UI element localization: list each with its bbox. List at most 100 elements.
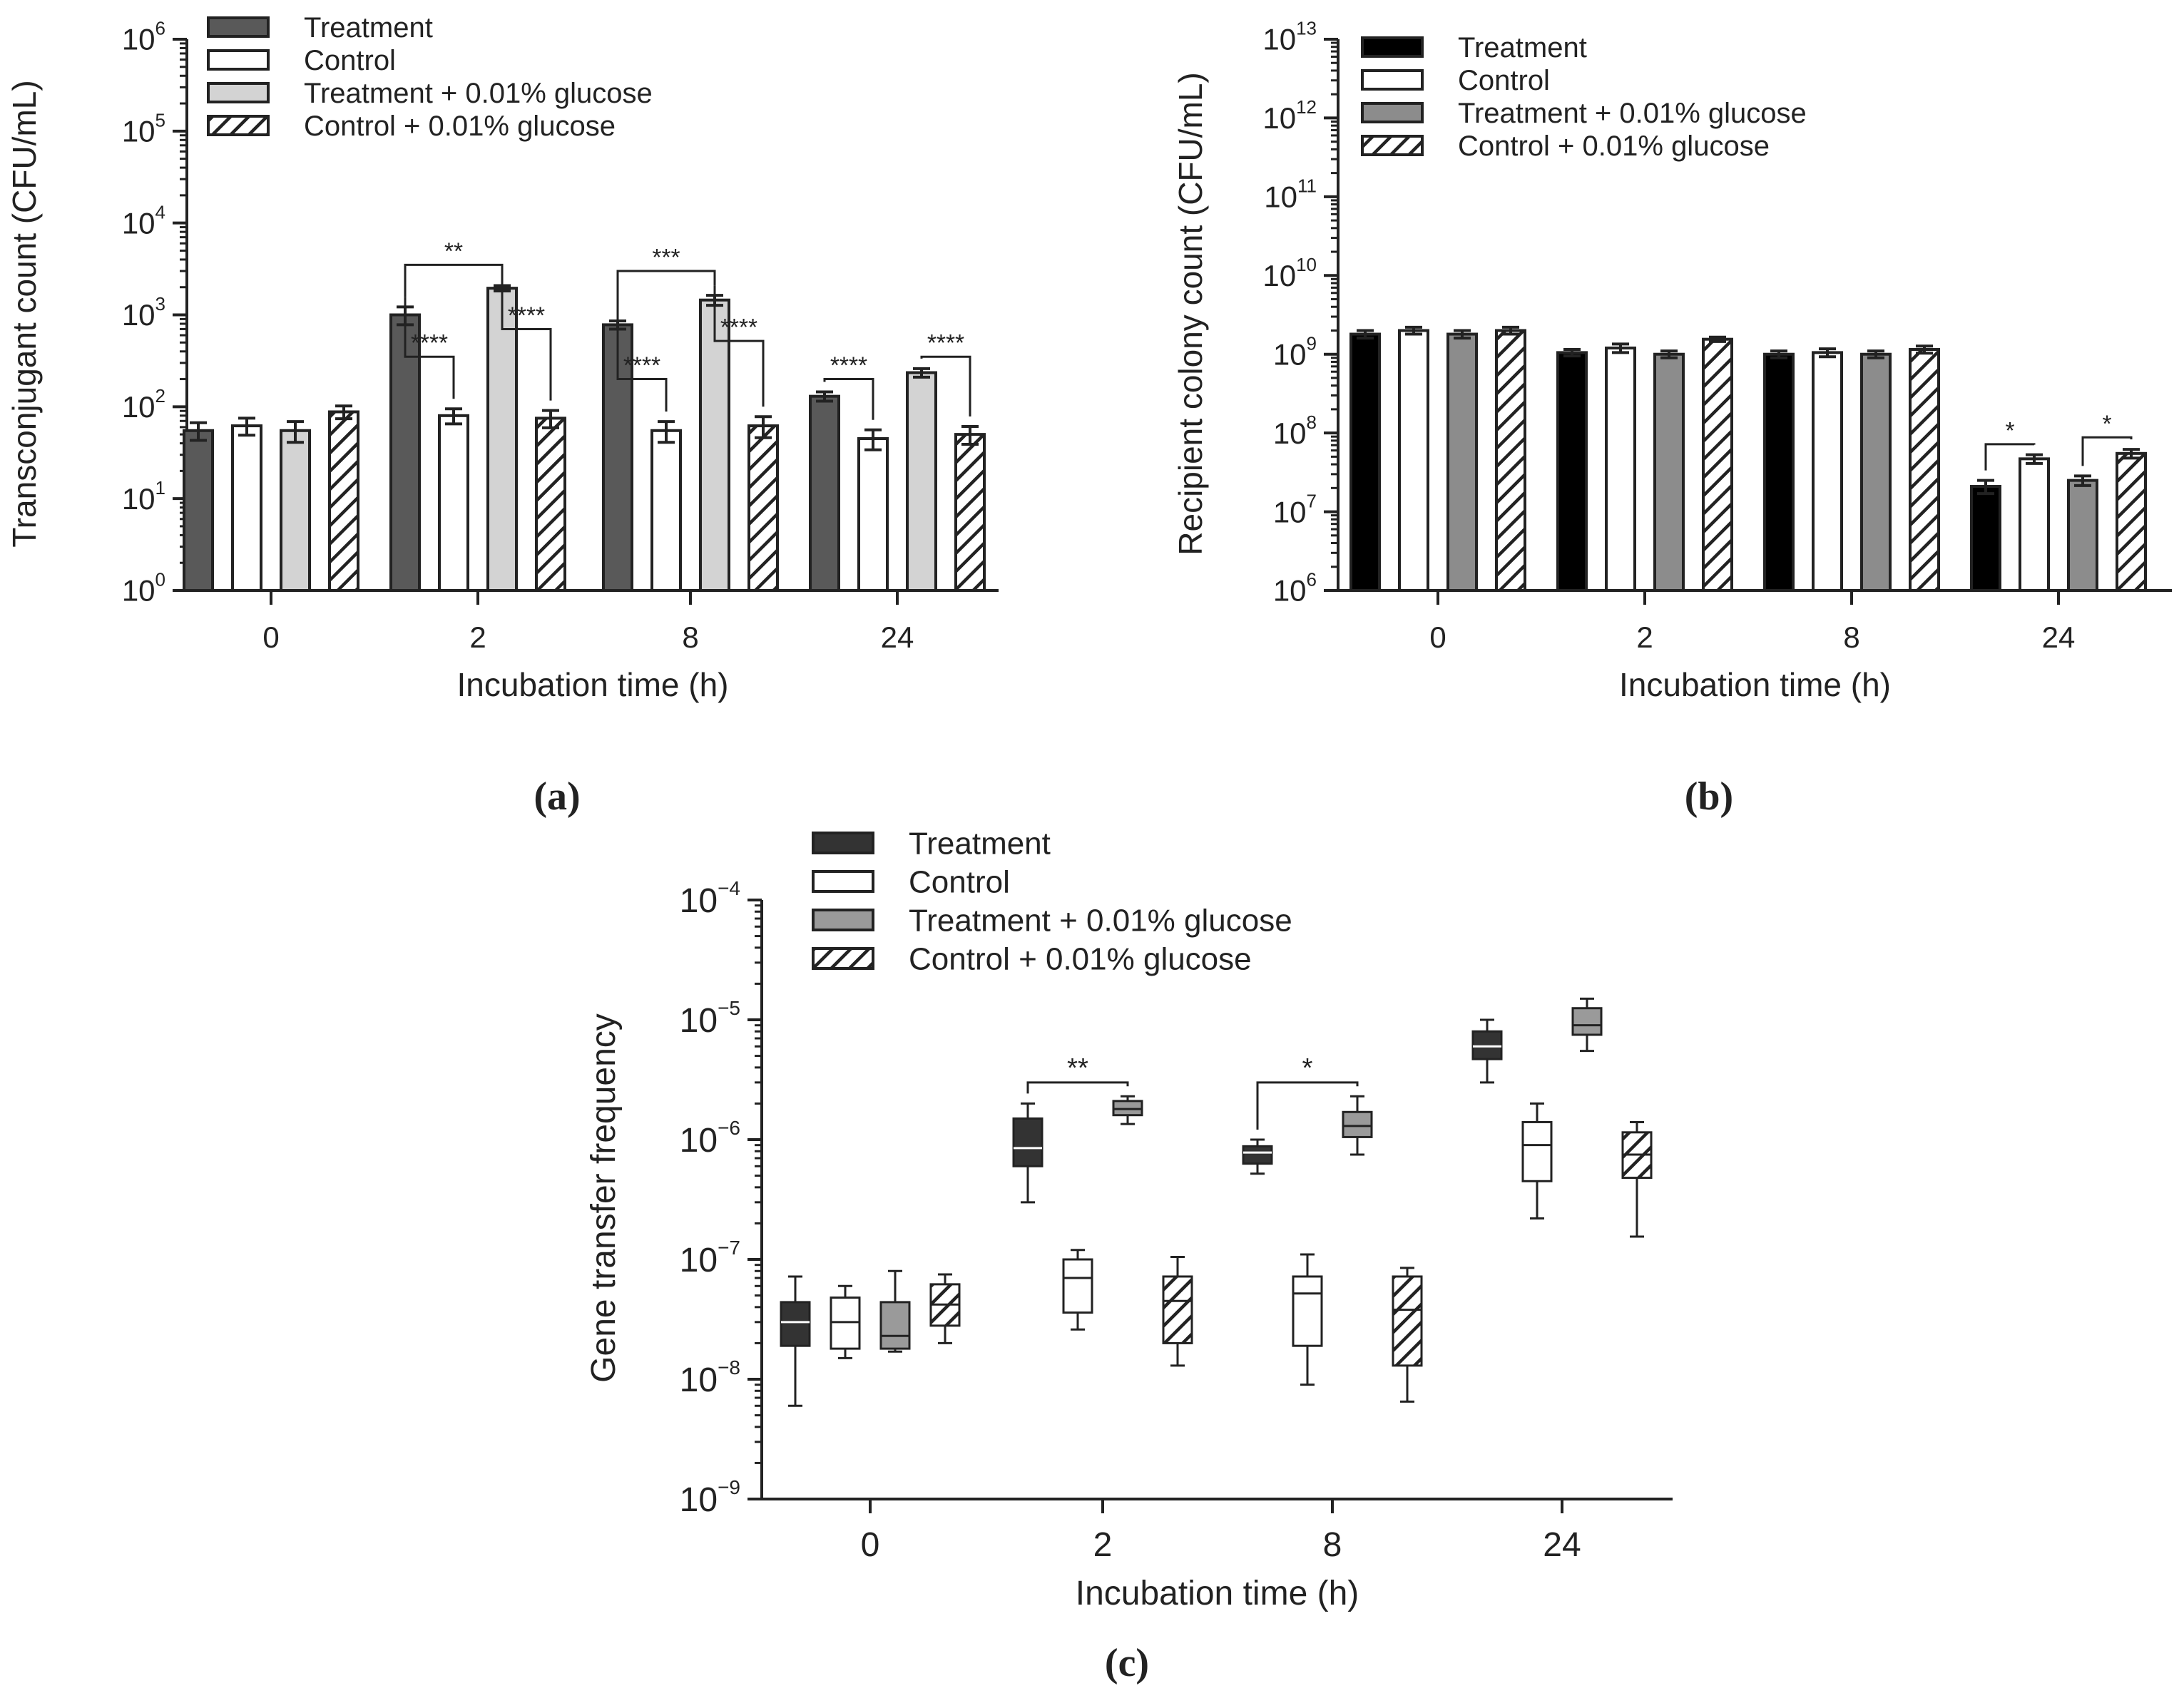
legend-label: Control + 0.01% glucose [304,111,616,142]
bar [1398,329,1429,592]
box [1392,1275,1423,1367]
bar [1605,346,1636,592]
significance-label: **** [927,330,964,357]
x-axis-title: Incubation time (h) [457,666,729,703]
legend-label: Control + 0.01% glucose [909,941,1252,976]
y-tick-label: 1012 [1262,96,1317,135]
y-tick-label: 1010 [1262,254,1317,292]
significance-bracket [920,355,971,416]
bar [857,437,889,592]
y-tick-label: 103 [122,293,165,332]
y-tick-label: 10−5 [680,997,740,1040]
legend-swatch [207,115,270,136]
y-tick-label: 104 [122,201,165,240]
bar [1812,351,1843,592]
legend-label: Treatment [909,826,1051,861]
y-tick-label: 10−9 [680,1476,740,1519]
significance-label: **** [508,302,545,329]
significance-bracket [1026,1081,1129,1094]
legend-label: Treatment + 0.01% glucose [304,78,653,109]
x-tick-label: 0 [861,1526,880,1564]
box [1012,1117,1043,1167]
box [1242,1145,1273,1165]
significance-bracket [501,275,552,401]
y-tick-label: 101 [122,477,165,516]
y-tick-label: 10−6 [680,1117,740,1160]
x-tick-label: 8 [1323,1526,1342,1564]
significance-label: * [2102,411,2111,437]
legend-label: Control [1458,65,1550,96]
legend-label: Control [909,864,1010,899]
y-tick-label: 106 [1273,569,1317,608]
legend-swatch [207,49,270,71]
y-axis-title: Gene transfer frequency [585,1013,623,1383]
significance-bracket [2081,436,2133,466]
box [780,1301,811,1347]
box [879,1301,911,1350]
significance-bracket [1984,443,2036,471]
bar [1653,352,1685,592]
legend-swatch [207,82,270,103]
bar [389,313,421,592]
legend-swatch [1361,135,1424,156]
bar [1702,337,1733,592]
bar [280,429,311,592]
bar [1970,484,2001,592]
x-tick-label: 24 [881,620,914,654]
significance-label: **** [830,353,867,379]
legend-label: Treatment + 0.01% glucose [909,903,1292,938]
legend-label: Treatment [304,12,433,44]
bar [747,424,779,592]
y-tick-label: 10−7 [680,1237,740,1279]
legend-swatch [1361,69,1424,91]
significance-label: ** [1067,1053,1088,1083]
y-tick-label: 106 [122,18,165,56]
legend-label: Treatment [1458,32,1587,63]
bar [2116,451,2147,592]
bar [438,414,469,593]
legend-label: Control [304,45,396,76]
y-tick-label: 107 [1273,490,1317,528]
significance-bracket [404,263,504,297]
bar [1349,332,1381,592]
bar [1909,348,1940,592]
y-axis-title: Recipient colony count (CFU/mL) [1172,72,1209,555]
legend-swatch [812,832,874,854]
significance-bracket [713,285,765,407]
x-tick-label: 0 [262,620,279,654]
panel-label: (c) [1105,1641,1149,1685]
y-tick-label: 109 [1273,332,1317,371]
x-tick-label: 24 [2042,620,2076,654]
significance-bracket [404,297,455,399]
x-tick-label: 24 [1543,1526,1581,1564]
panel-label: (a) [534,774,580,819]
y-tick-label: 100 [122,569,165,608]
x-axis-title: Incubation time (h) [1619,666,1891,703]
legend-label: Control + 0.01% glucose [1458,131,1770,162]
x-axis-title: Incubation time (h) [1076,1575,1359,1612]
bar [650,429,682,592]
bar [906,371,937,592]
significance-label: *** [652,245,680,271]
legend-label: Treatment + 0.01% glucose [1458,98,1807,129]
y-tick-label: 105 [122,110,165,148]
box [1342,1110,1373,1138]
legend-swatch [812,947,874,970]
significance-bracket [1256,1081,1359,1130]
bar [1495,329,1526,592]
panel-c: 10−9 10−8 10−7 10−6 10−5 10−4 0 2 8 24 Incubation … [585,826,1673,1685]
bar [809,394,840,592]
panel-a: 100 101 102 103 104 105 106 0 2 8 24 Incubation tim… [6,12,999,819]
x-tick-label: 8 [682,620,698,654]
bar [2019,457,2050,592]
legend-swatch [812,909,874,931]
y-tick-label: 1011 [1264,175,1317,214]
box [1292,1275,1323,1347]
significance-label: **** [720,314,757,341]
panel-label: (b) [1685,774,1733,819]
significance-bracket [616,310,668,412]
bar [328,410,359,593]
y-tick-label: 10−8 [680,1356,740,1399]
panel-b: 106 107 108 109 1010 1011 1012 1013 0 2 8 24 Incubat… [1172,18,2172,819]
bar [1446,332,1478,592]
